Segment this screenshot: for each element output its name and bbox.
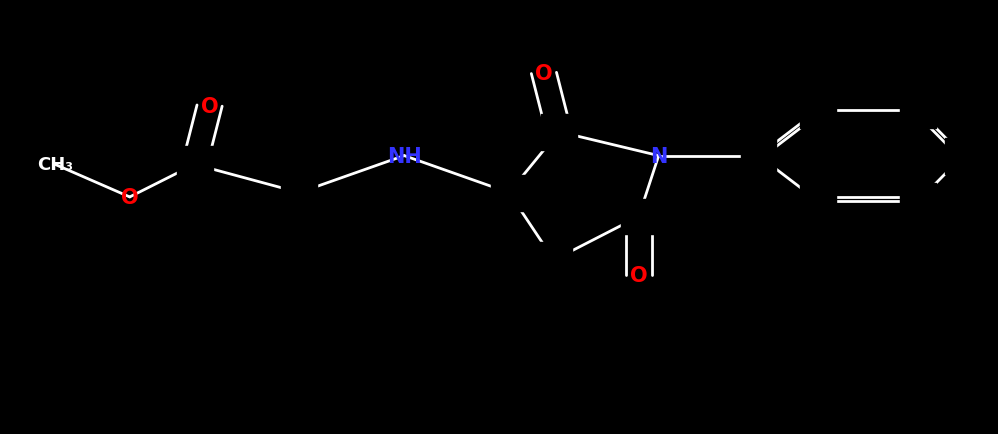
Bar [800, 184, 836, 220]
Bar [491, 175, 527, 211]
Bar [900, 93, 936, 128]
Bar [541, 115, 577, 150]
Text: O: O [201, 96, 219, 116]
Text: NH: NH [387, 146, 421, 166]
Bar [945, 138, 981, 174]
Bar [800, 93, 836, 128]
Text: O: O [630, 266, 648, 286]
Bar [621, 199, 657, 235]
Text: CH₃: CH₃ [37, 156, 73, 174]
Bar [281, 175, 317, 211]
Bar [177, 147, 213, 183]
Text: O: O [535, 64, 553, 84]
Bar [741, 138, 776, 174]
Text: O: O [121, 187, 139, 207]
Bar [900, 184, 936, 220]
Bar [536, 243, 572, 278]
Text: N: N [650, 146, 668, 166]
